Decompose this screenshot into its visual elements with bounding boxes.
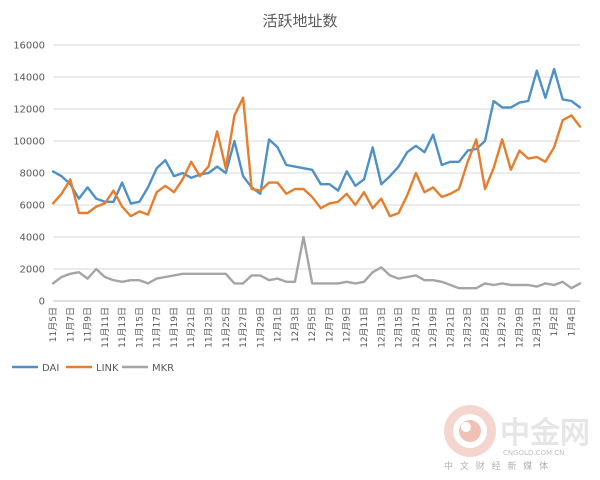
series-lines	[51, 67, 582, 290]
x-tick-label: 12月21日	[445, 307, 456, 348]
legend-label-mkr: MKR	[152, 363, 174, 374]
y-tick-label: 4000	[20, 233, 45, 244]
x-tick-label: 12月13日	[376, 307, 387, 348]
y-axis-ticks: 0 2000 4000 6000 8000 10000 12000 14000 16000	[13, 41, 45, 308]
x-tick-label: 11月29日	[255, 307, 266, 348]
x-tick-label: 11月21日	[186, 307, 197, 348]
x-tick-label: 12月23日	[463, 307, 474, 348]
brand-logo-icon	[444, 405, 496, 457]
x-tick-label: 11月7日	[65, 307, 76, 342]
x-tick-label: 11月27日	[238, 307, 249, 348]
y-tick-label: 8000	[20, 169, 45, 180]
watermark: 中金网 CNGOLD.COM.CN 中 文 财 经 新 媒 体	[444, 405, 590, 472]
watermark-site: CNGOLD.COM.CN	[503, 449, 564, 457]
x-tick-label: 12月15日	[394, 307, 405, 348]
y-tick-label: 10000	[13, 137, 45, 148]
x-tick-label: 12月1日	[273, 307, 284, 342]
x-tick-label: 12月17日	[411, 307, 422, 348]
x-tick-label: 1月4日	[566, 307, 577, 336]
x-axis-ticks: 11月5日 11月7日 11月9日 11月11日 11月13日 11月15日 11月17日 1…	[48, 307, 577, 348]
x-tick-label: 12月7日	[324, 307, 335, 342]
watermark-tagline: 中 文 财 经 新 媒 体	[444, 460, 550, 472]
legend-label-dai: DAI	[42, 363, 59, 374]
x-tick-label: 12月9日	[342, 307, 353, 342]
y-tick-label: 6000	[20, 201, 45, 212]
chart-title: 活跃地址数	[262, 12, 337, 30]
x-tick-label: 11月11日	[100, 307, 111, 348]
x-tick-label: 1月2日	[549, 307, 560, 336]
x-tick-label: 11月9日	[83, 307, 94, 342]
x-tick-label: 11月5日	[48, 307, 59, 342]
x-tick-label: 12月19日	[428, 307, 439, 348]
series-line-link	[51, 96, 582, 218]
y-tick-label: 16000	[13, 41, 45, 52]
series-line-mkr	[51, 235, 582, 290]
x-tick-label: 12月27日	[497, 307, 508, 348]
x-tick-label: 12月29日	[515, 307, 526, 348]
legend-label-link: LINK	[96, 363, 119, 374]
x-tick-label: 12月3日	[290, 307, 301, 342]
grid-lines	[53, 44, 580, 302]
legend: DAI LINK MKR	[12, 363, 174, 374]
x-tick-label: 11月15日	[134, 307, 145, 348]
x-tick-label: 11月17日	[152, 307, 163, 348]
watermark-brand: 中金网	[500, 416, 590, 451]
y-tick-label: 14000	[13, 73, 45, 84]
series-line-dai	[51, 67, 582, 205]
x-tick-label: 11月13日	[117, 307, 128, 348]
y-tick-label: 0	[39, 297, 45, 308]
x-tick-label: 12月25日	[480, 307, 491, 348]
x-tick-label: 11月25日	[221, 307, 232, 348]
x-tick-label: 12月31日	[532, 307, 543, 348]
x-tick-label: 12月11日	[359, 307, 370, 348]
x-tick-label: 12月5日	[307, 307, 318, 342]
y-tick-label: 12000	[13, 105, 45, 116]
x-tick-label: 11月19日	[169, 307, 180, 348]
x-tick-label: 11月23日	[204, 307, 215, 348]
y-tick-label: 2000	[20, 265, 45, 276]
